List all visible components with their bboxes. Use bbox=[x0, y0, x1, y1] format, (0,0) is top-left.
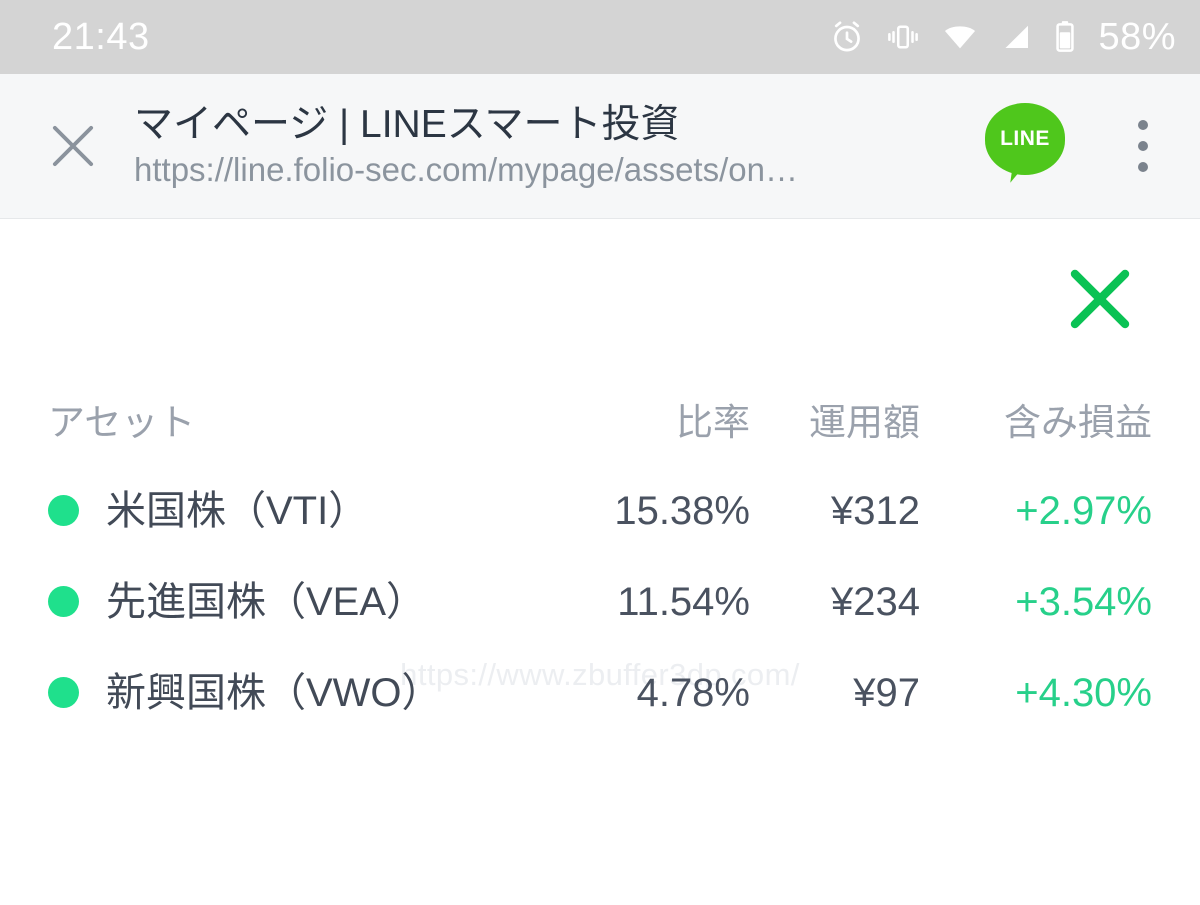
menu-dot bbox=[1138, 120, 1148, 130]
close-icon[interactable] bbox=[34, 107, 112, 185]
asset-color-dot-icon bbox=[48, 677, 79, 708]
ratio-value: 11.54% bbox=[617, 579, 750, 624]
amount-value: ¥97 bbox=[853, 670, 920, 715]
asset-color-dot-icon bbox=[48, 495, 79, 526]
gain-value: +4.30% bbox=[1015, 670, 1152, 715]
table-row[interactable]: 新興国株（VWO） 4.78% ¥97 +4.30% bbox=[48, 647, 1152, 738]
asset-name: 米国株（VTI） bbox=[106, 488, 369, 533]
battery-percent-label: 58% bbox=[1098, 16, 1176, 58]
ratio-value: 15.38% bbox=[614, 488, 750, 533]
header-asset: アセット bbox=[48, 401, 196, 443]
line-logo-bubble bbox=[985, 103, 1065, 175]
table-row[interactable]: 米国株（VTI） 15.38% ¥312 +2.97% bbox=[48, 465, 1152, 556]
asset-allocation-table: アセット 比率 運用額 含み損益 米国株（VTI） 15.38% ¥312 +2… bbox=[0, 379, 1200, 738]
gain-value: +2.97% bbox=[1015, 488, 1152, 533]
page-close-button[interactable] bbox=[1052, 251, 1148, 347]
header-gain: 含み損益 bbox=[1004, 401, 1152, 443]
page-content: https://www.zbuffer3dp.com/ アセット 比率 運用額 … bbox=[0, 219, 1200, 905]
wifi-icon bbox=[940, 18, 980, 56]
menu-dot bbox=[1138, 162, 1148, 172]
line-logo-label: LINE bbox=[1000, 127, 1050, 150]
toolbar-title-block[interactable]: マイページ | LINEスマート投資 https://line.folio-se… bbox=[112, 102, 982, 190]
alarm-icon bbox=[828, 18, 866, 56]
line-logo-icon[interactable]: LINE bbox=[982, 103, 1068, 189]
amount-value: ¥312 bbox=[831, 488, 920, 533]
asset-cell: 新興国株（VWO） bbox=[48, 673, 532, 713]
page-url: https://line.folio-sec.com/mypage/assets… bbox=[134, 151, 798, 189]
header-amount: 運用額 bbox=[809, 401, 920, 443]
overflow-menu-icon[interactable] bbox=[1112, 107, 1174, 185]
android-status-bar: 21:43 bbox=[0, 0, 1200, 74]
vibrate-icon bbox=[884, 18, 922, 56]
asset-cell: 米国株（VTI） bbox=[48, 491, 532, 531]
page-close-row bbox=[0, 219, 1200, 379]
asset-name: 新興国株（VWO） bbox=[106, 670, 442, 715]
table-header-row: アセット 比率 運用額 含み損益 bbox=[48, 379, 1152, 465]
status-icon-group: 58% bbox=[828, 18, 1176, 56]
status-time: 21:43 bbox=[52, 16, 150, 58]
ratio-value: 4.78% bbox=[636, 670, 750, 715]
browser-toolbar: マイページ | LINEスマート投資 https://line.folio-se… bbox=[0, 74, 1200, 219]
battery-icon bbox=[1052, 18, 1078, 56]
asset-name: 先進国株（VEA） bbox=[106, 579, 427, 624]
gain-value: +3.54% bbox=[1015, 579, 1152, 624]
menu-dot bbox=[1138, 141, 1148, 151]
asset-cell: 先進国株（VEA） bbox=[48, 582, 532, 622]
amount-value: ¥234 bbox=[831, 579, 920, 624]
page-title: マイページ | LINEスマート投資 bbox=[134, 103, 680, 147]
signal-icon bbox=[998, 18, 1034, 56]
table-row[interactable]: 先進国株（VEA） 11.54% ¥234 +3.54% bbox=[48, 556, 1152, 647]
asset-color-dot-icon bbox=[48, 586, 79, 617]
header-ratio: 比率 bbox=[676, 401, 750, 443]
